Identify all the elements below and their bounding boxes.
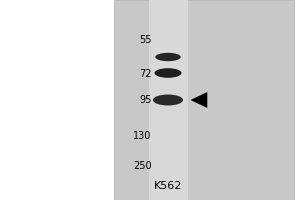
- Ellipse shape: [153, 95, 183, 106]
- Text: K562: K562: [154, 181, 182, 191]
- Ellipse shape: [154, 68, 182, 78]
- Ellipse shape: [155, 53, 181, 61]
- Text: 130: 130: [133, 131, 152, 141]
- Text: 72: 72: [139, 69, 152, 79]
- Bar: [148, 0, 188, 200]
- Bar: [114, 0, 294, 200]
- Text: 55: 55: [139, 35, 152, 45]
- Polygon shape: [190, 92, 207, 108]
- Text: 95: 95: [139, 95, 152, 105]
- Text: 250: 250: [133, 161, 152, 171]
